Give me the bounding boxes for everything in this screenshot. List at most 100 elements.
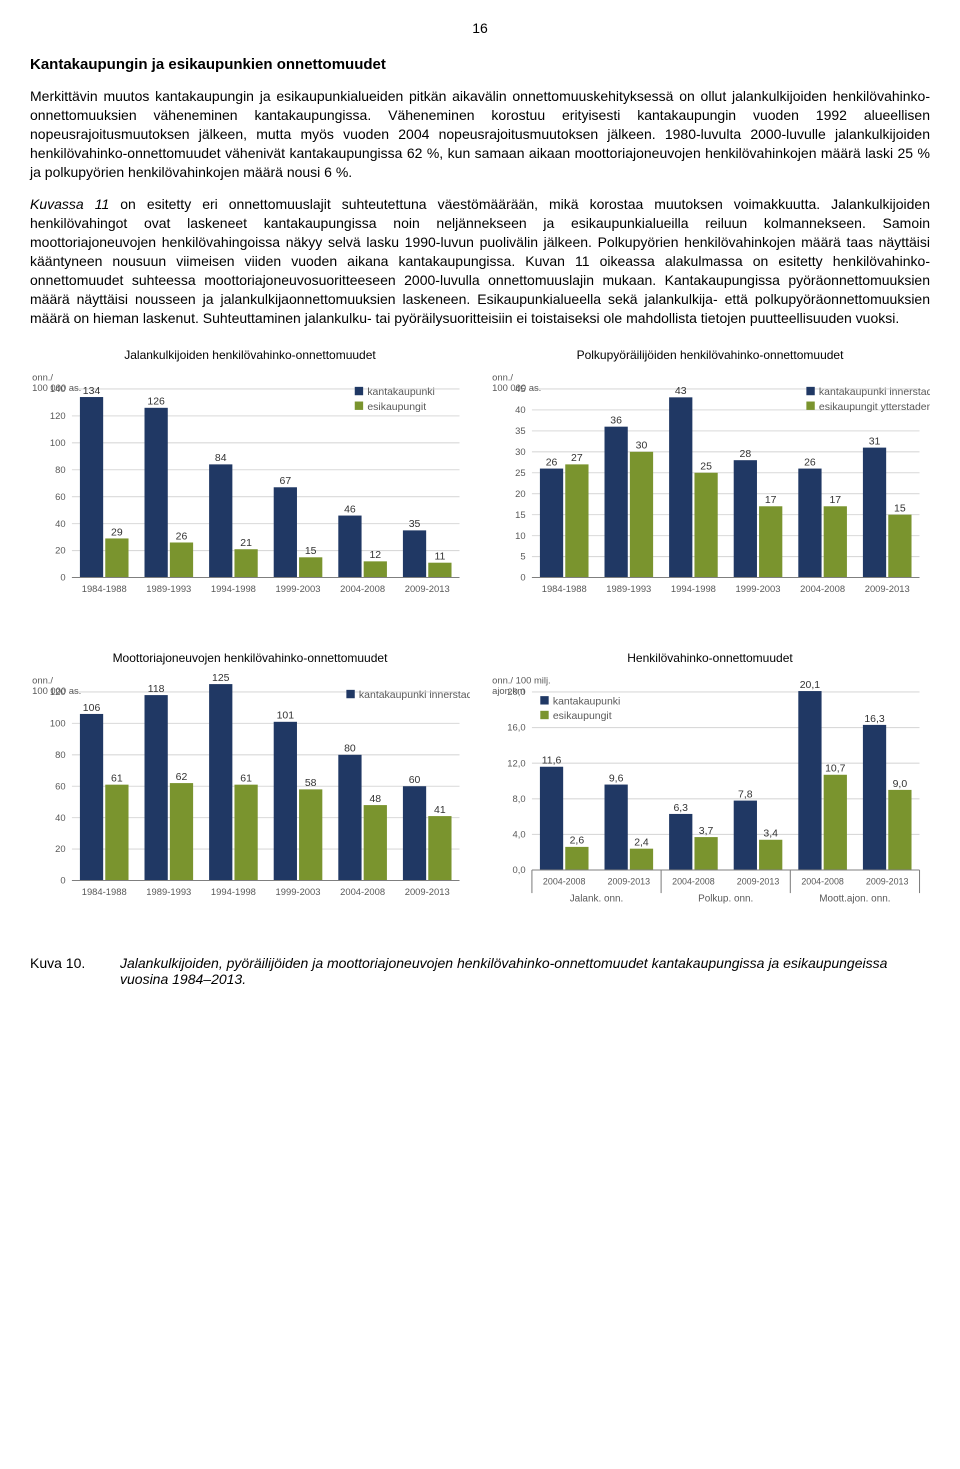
legend-label: esikaupungit	[367, 402, 426, 413]
paragraph-1: Merkittävin muutos kantakaupungin ja esi…	[30, 87, 930, 181]
bar-series1	[798, 691, 821, 870]
bar-series2	[105, 784, 128, 880]
paragraph-2: Kuvassa 11 on esitetty eri onnettomuusla…	[30, 195, 930, 327]
legend-swatch	[540, 696, 548, 704]
x-tick-label: 1984-1988	[82, 886, 127, 897]
bar-series2	[364, 805, 387, 880]
value-label: 43	[675, 386, 687, 397]
bar-series1	[274, 487, 297, 577]
y-axis-unit: onn./ 100 milj.	[492, 674, 551, 685]
value-label: 6,3	[673, 802, 688, 813]
value-label: 29	[111, 527, 123, 538]
y-tick-label: 10	[515, 529, 525, 540]
y-axis-unit: 100 000 as.	[32, 382, 81, 393]
bar-series2	[105, 538, 128, 577]
bar-series1	[863, 724, 886, 869]
legend-label: kantakaupunki	[367, 387, 435, 398]
y-tick-label: 0,0	[513, 864, 526, 875]
bar-series2	[170, 542, 193, 577]
value-label: 41	[434, 805, 446, 816]
legend-label: kantakaupunki	[553, 696, 621, 707]
value-label: 80	[344, 743, 356, 754]
bar-series2	[565, 464, 588, 577]
bar-series2	[299, 557, 322, 577]
bar-series1	[145, 407, 168, 577]
x-tick-label: 2009-2013	[405, 886, 450, 897]
bar-series2	[630, 848, 653, 869]
y-tick-label: 100	[50, 717, 66, 728]
value-label: 118	[148, 684, 165, 695]
bar-series2	[428, 562, 451, 577]
y-axis-unit: ajon.km	[492, 685, 525, 696]
chart-svg: 0,04,08,012,016,020,0onn./ 100 milj.ajon…	[490, 671, 930, 933]
x-tick-label: 1999-2003	[276, 886, 321, 897]
bar-series1	[80, 397, 103, 577]
bar-series2	[759, 839, 782, 869]
value-label: 84	[215, 453, 227, 464]
value-label: 2,4	[634, 837, 649, 848]
bar-series2	[565, 846, 588, 869]
bar-series1	[209, 684, 232, 880]
value-label: 2,6	[570, 835, 585, 846]
legend-swatch	[540, 710, 548, 718]
bar-series1	[734, 460, 757, 577]
legend-swatch	[346, 689, 354, 697]
page-number: 16	[30, 20, 930, 36]
bar-series2	[824, 506, 847, 577]
bar-series2	[824, 774, 847, 869]
y-axis-unit: onn./	[32, 371, 53, 382]
chart-svg: 020406080100120140onn./100 000 as.134291…	[30, 368, 470, 630]
x-tick-label: 1989-1993	[146, 583, 191, 594]
value-label: 125	[212, 673, 230, 684]
value-label: 28	[740, 449, 752, 460]
para2-body: on esitetty eri onnettomuuslajit suhteut…	[30, 196, 930, 325]
y-tick-label: 40	[515, 404, 525, 415]
bar-series1	[863, 447, 886, 577]
y-tick-label: 4,0	[513, 828, 526, 839]
y-tick-label: 30	[515, 446, 525, 457]
y-tick-label: 40	[55, 811, 65, 822]
x-group-label: Polkup. onn.	[698, 893, 753, 904]
value-label: 10,7	[825, 763, 846, 774]
caption-label: Kuva 10.	[30, 955, 120, 987]
x-tick-label: 2004-2008	[801, 876, 844, 886]
x-tick-label: 1994-1998	[211, 886, 256, 897]
bar-series1	[403, 530, 426, 577]
value-label: 17	[765, 495, 777, 506]
y-tick-label: 35	[515, 425, 525, 436]
value-label: 36	[610, 415, 622, 426]
value-label: 26	[804, 457, 816, 468]
value-label: 7,8	[738, 789, 753, 800]
y-tick-label: 40	[55, 517, 65, 528]
bar-series2	[888, 789, 911, 869]
y-tick-label: 25	[515, 467, 525, 478]
y-tick-label: 5	[520, 550, 525, 561]
y-tick-label: 16,0	[507, 721, 525, 732]
bar-series1	[605, 784, 628, 869]
bar-series1	[734, 800, 757, 869]
value-label: 12	[369, 550, 381, 561]
x-tick-label: 1984-1988	[542, 583, 587, 594]
y-tick-label: 120	[50, 410, 66, 421]
bar-series1	[274, 721, 297, 880]
figure-caption: Kuva 10. Jalankulkijoiden, pyöräilijöide…	[30, 955, 930, 987]
x-tick-label: 2004-2008	[340, 583, 385, 594]
bar-series1	[209, 464, 232, 577]
chart-1-title: Jalankulkijoiden henkilövahinko-onnettom…	[30, 348, 470, 362]
bar-series1	[145, 695, 168, 880]
value-label: 58	[305, 778, 317, 789]
x-tick-label: 1989-1993	[606, 583, 651, 594]
y-tick-label: 100	[50, 437, 66, 448]
legend-label: esikaupungit	[553, 711, 612, 722]
legend-label: esikaupungit ytterstaden	[819, 402, 930, 413]
value-label: 31	[869, 436, 881, 447]
bar-series1	[540, 766, 563, 869]
value-label: 9,6	[609, 773, 624, 784]
y-tick-label: 20	[515, 488, 525, 499]
bar-series1	[540, 468, 563, 577]
bar-series1	[669, 814, 692, 870]
x-tick-label: 2009-2013	[866, 876, 909, 886]
legend-swatch	[806, 401, 814, 409]
bar-series2	[428, 816, 451, 880]
para2-lead: Kuvassa 11	[30, 196, 109, 212]
